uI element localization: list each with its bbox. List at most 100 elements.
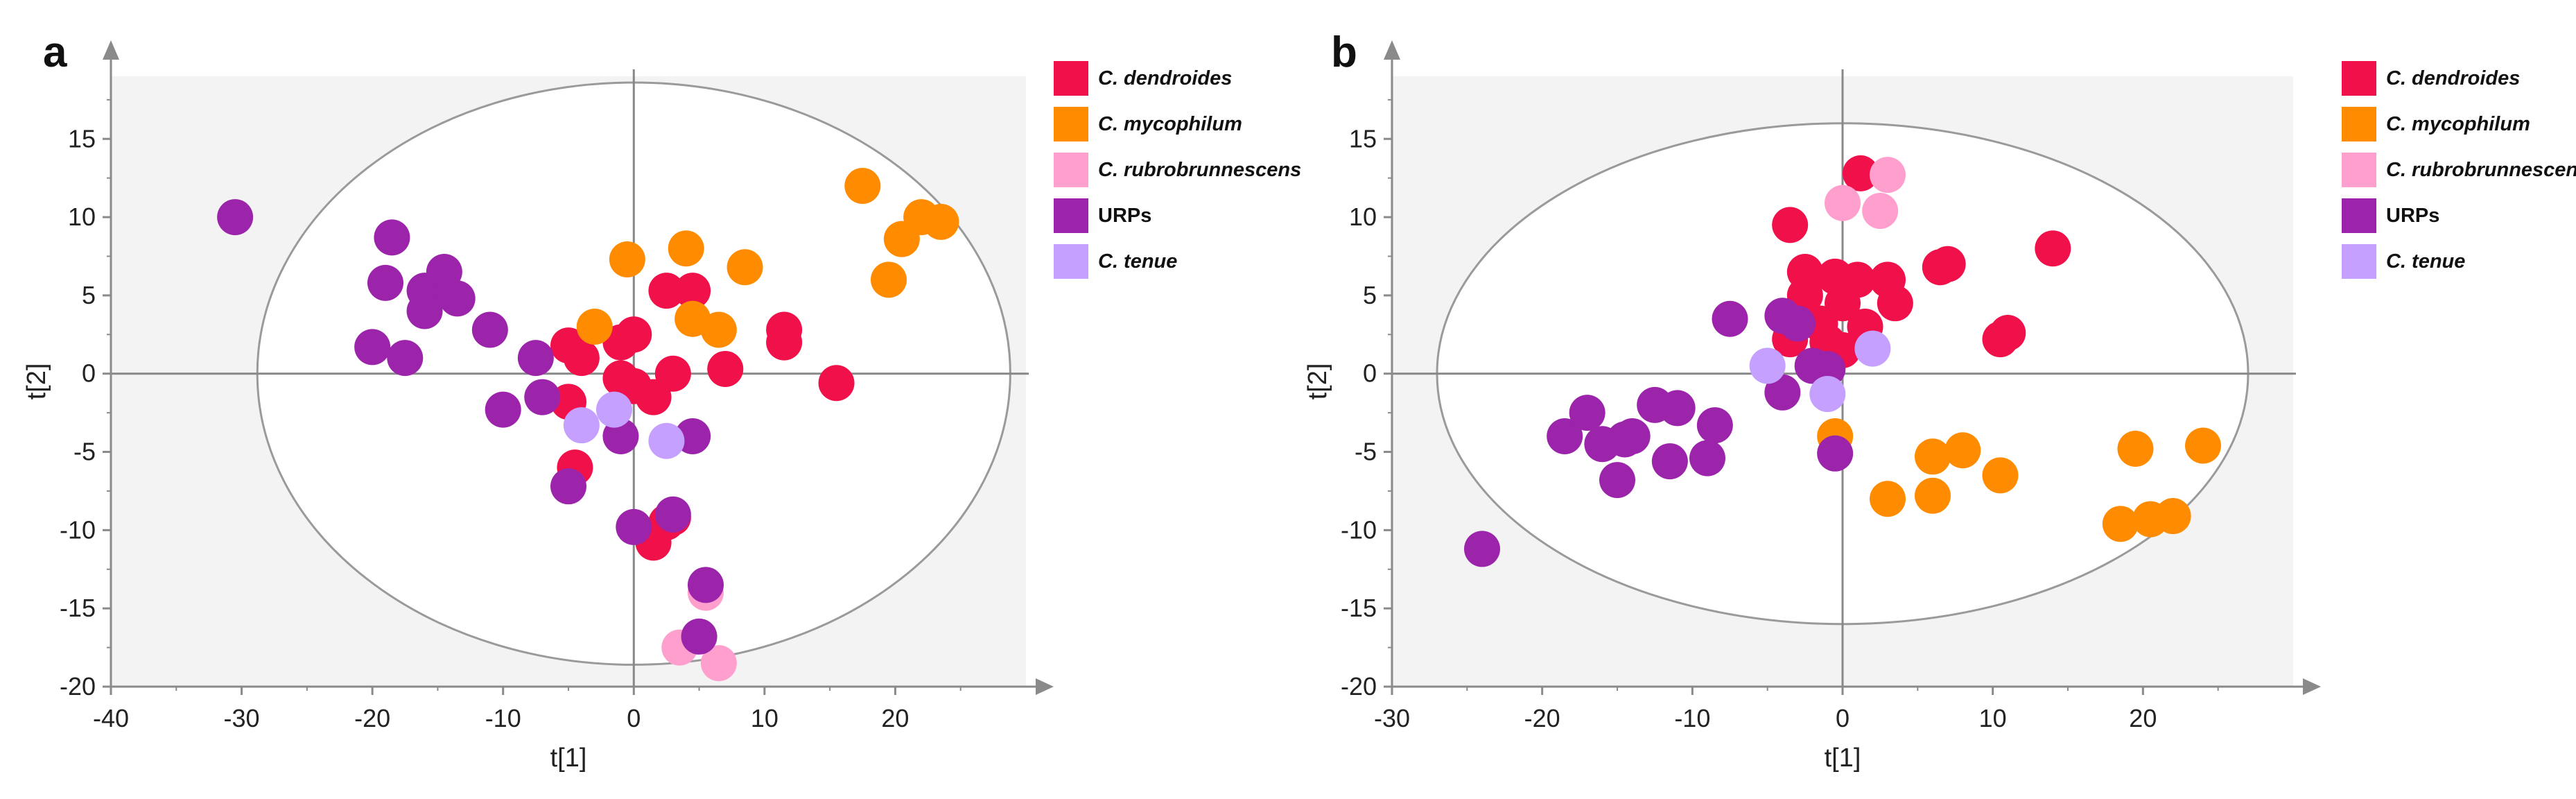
x-tick-label: -20 [1524, 704, 1560, 732]
legend-label: C. tenue [2386, 250, 2466, 273]
legend-swatch [1054, 61, 1088, 96]
legend-label: C. rubrobrunnescens [2386, 158, 2576, 181]
legend-item: C. tenue [1054, 239, 1301, 284]
y-tick-label: 5 [82, 281, 96, 309]
point-c-dendroides [1929, 246, 1966, 282]
point-c-dendroides [1877, 285, 1913, 322]
point-c-dendroides [707, 350, 744, 387]
y-tick-label: -5 [73, 438, 96, 466]
x-tick-label: 0 [627, 704, 641, 732]
point-c-mycophilum [871, 261, 907, 298]
legend-label: C. dendroides [1098, 67, 1233, 89]
x-tick-label: 20 [881, 704, 909, 732]
point-c-dendroides [563, 340, 600, 377]
point-c-rubrobrunnescens [1870, 157, 1906, 194]
point-urps [426, 254, 462, 291]
point-c-dendroides [1990, 315, 2026, 352]
point-c-dendroides [616, 316, 652, 353]
point-c-dendroides [818, 365, 855, 402]
y-tick-label: -5 [1355, 438, 1377, 466]
point-urps [1599, 462, 1635, 499]
point-urps [524, 379, 561, 415]
point-c-mycophilum [1915, 438, 1951, 475]
point-c-rubrobrunnescens [1825, 184, 1861, 221]
x-tick-label: -30 [224, 704, 260, 732]
point-c-rubrobrunnescens [1862, 193, 1899, 230]
point-urps [1712, 300, 1748, 337]
point-urps [550, 468, 586, 505]
panel-letter-a: a [43, 28, 67, 76]
point-c-mycophilum [609, 241, 645, 277]
y-tick-label: -15 [1341, 594, 1377, 622]
legend-swatch [2342, 61, 2376, 96]
scatter-plot-b: -30 -20 -10 0 10 20 -20 -15 -10 -5 0 5 10 15 t[1] t[2] [1303, 40, 2321, 773]
point-c-tenue [1854, 330, 1891, 367]
point-c-mycophilum [2155, 498, 2191, 535]
point-urps [1651, 443, 1688, 480]
y-axis-arrow [1384, 40, 1400, 60]
point-urps [387, 340, 424, 377]
legend-swatch [2342, 244, 2376, 279]
point-c-tenue [563, 407, 600, 444]
legend-swatch [2342, 198, 2376, 233]
y-tick-label: -15 [60, 594, 96, 622]
x-axis-label: t[1] [1825, 744, 1861, 773]
point-c-mycophilum [2102, 506, 2139, 542]
legend-item: C. tenue [2342, 239, 2576, 284]
point-c-mycophilum [576, 309, 613, 345]
y-tick-label: 15 [1349, 124, 1377, 153]
x-tick-label: 20 [2129, 704, 2157, 732]
legend-item: C. mycophilum [1054, 101, 1301, 147]
panel-b: b -30 -20 -10 0 10 20 -20 -15 -10 -5 0 5 10 15 t[1] t[2… [1288, 0, 2576, 799]
point-c-mycophilum [1982, 457, 2019, 494]
point-urps [485, 391, 521, 428]
legend-label: URPs [2386, 204, 2440, 227]
legend-label: URPs [1098, 204, 1152, 227]
legend-item: C. dendroides [1054, 55, 1301, 101]
legend-swatch [1054, 153, 1088, 187]
point-c-dendroides [648, 273, 685, 309]
y-tick-label: -20 [1341, 672, 1377, 701]
x-axis-arrow [2303, 678, 2321, 695]
x-tick-label: 0 [1836, 704, 1850, 732]
point-c-mycophilum [1870, 481, 1906, 517]
point-urps [1696, 407, 1733, 444]
point-c-dendroides [2035, 230, 2071, 267]
point-urps [1614, 418, 1651, 454]
point-c-mycophilum [844, 167, 881, 204]
x-tick-label: -20 [354, 704, 390, 732]
point-c-tenue [1749, 347, 1786, 384]
panel-letter-b: b [1331, 28, 1357, 76]
point-urps [374, 219, 410, 256]
y-tick-label: -20 [60, 672, 96, 701]
y-tick-label: 10 [68, 203, 96, 231]
point-urps [1464, 531, 1500, 567]
point-c-rubrobrunnescens [700, 645, 737, 682]
point-urps [439, 280, 476, 317]
y-axis-arrow [103, 40, 119, 60]
legend-item: C. mycophilum [2342, 101, 2576, 147]
point-urps [471, 311, 508, 348]
point-c-dendroides [766, 324, 803, 361]
point-c-mycophilum [700, 311, 737, 348]
legend-label: C. mycophilum [1098, 112, 1242, 135]
y-tick-label: -10 [60, 515, 96, 544]
x-tick-label: -10 [1674, 704, 1710, 732]
point-c-tenue [648, 422, 685, 459]
x-tick-label: 10 [751, 704, 778, 732]
legend-swatch [2342, 107, 2376, 141]
x-tick-label: 10 [1979, 704, 2007, 732]
point-urps [1779, 305, 1816, 342]
legend-swatch [1054, 244, 1088, 279]
point-c-mycophilum [668, 230, 704, 267]
point-urps [217, 199, 254, 236]
legend-swatch [2342, 153, 2376, 187]
point-urps [406, 293, 443, 329]
legend-item: URPs [1054, 193, 1301, 239]
legend-a: C. dendroides C. mycophilum C. rubrobrunne… [1054, 55, 1301, 284]
legend-label: C. dendroides [2386, 67, 2521, 89]
point-urps [354, 329, 391, 366]
legend-item: C. rubrobrunnescens [2342, 147, 2576, 193]
legend-label: C. tenue [1098, 250, 1178, 273]
y-axis-label: t[2] [1303, 363, 1332, 400]
